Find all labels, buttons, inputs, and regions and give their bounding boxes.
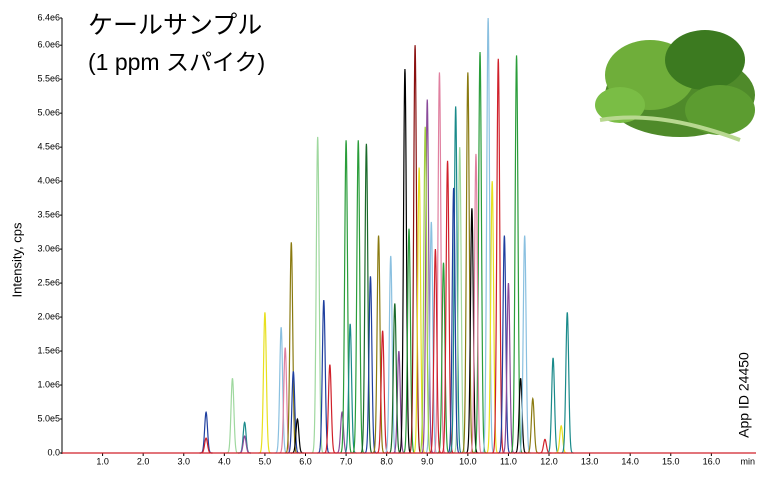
y-tick-label: 5.0e5 bbox=[37, 413, 60, 423]
peak bbox=[424, 221, 438, 454]
x-tick-label: 9.0 bbox=[421, 456, 434, 466]
x-tick-label: 10.0 bbox=[459, 456, 477, 466]
peak bbox=[199, 410, 213, 454]
peak bbox=[473, 51, 487, 454]
chart-title: ケールサンプル bbox=[88, 12, 262, 40]
peak bbox=[364, 276, 377, 454]
y-tick-label: 4.5e6 bbox=[37, 142, 60, 152]
x-tick-label: 11.0 bbox=[500, 456, 517, 466]
peak bbox=[428, 249, 442, 454]
peak bbox=[447, 187, 461, 454]
x-tick-label: 16.0 bbox=[703, 456, 721, 466]
peak bbox=[238, 421, 252, 454]
peak bbox=[497, 235, 511, 454]
peak bbox=[351, 140, 365, 454]
peak bbox=[372, 235, 385, 454]
x-tick-label: 15.0 bbox=[662, 456, 680, 466]
y-axis-label: Intensity, cps bbox=[9, 222, 24, 297]
peak bbox=[238, 435, 252, 454]
peak bbox=[311, 136, 325, 454]
peak bbox=[514, 378, 528, 454]
peak bbox=[274, 327, 288, 454]
x-tick-label: 13.0 bbox=[581, 456, 599, 466]
peak bbox=[560, 312, 574, 454]
x-tick-label: 2.0 bbox=[137, 456, 150, 466]
peak bbox=[317, 299, 331, 454]
peak bbox=[359, 143, 373, 454]
peak bbox=[376, 330, 390, 454]
y-tick-label: 3.0e6 bbox=[37, 243, 60, 253]
y-tick-label: 1.0e6 bbox=[37, 379, 60, 389]
chart-subtitle: (1 ppm スパイク) bbox=[88, 49, 265, 75]
peak bbox=[469, 153, 483, 454]
x-tick-label: 14.0 bbox=[621, 456, 639, 466]
x-tick-label: 5.0 bbox=[259, 456, 272, 466]
y-tick-label: 4.0e6 bbox=[37, 176, 60, 186]
y-tick-label: 0.0 bbox=[47, 447, 60, 457]
peak bbox=[502, 283, 515, 454]
peak bbox=[408, 45, 422, 454]
peak bbox=[384, 255, 398, 454]
peak bbox=[343, 323, 357, 454]
peak bbox=[226, 378, 239, 454]
y-tick-label: 2.0e6 bbox=[37, 311, 60, 321]
peak bbox=[465, 208, 479, 454]
y-tick-label: 2.5e6 bbox=[37, 277, 60, 287]
y-tick-label: 5.0e6 bbox=[37, 108, 60, 118]
peak bbox=[449, 106, 463, 454]
x-tick-label: 6.0 bbox=[299, 456, 312, 466]
x-axis-label: min bbox=[740, 456, 755, 466]
peak bbox=[258, 312, 272, 454]
peak bbox=[392, 350, 406, 454]
y-tick-label: 6.0e6 bbox=[37, 40, 60, 50]
peak bbox=[199, 437, 213, 454]
x-tick-label: 7.0 bbox=[340, 456, 353, 466]
y-tick-label: 6.4e6 bbox=[37, 12, 60, 22]
y-tick-label: 1.5e6 bbox=[37, 345, 60, 355]
peak bbox=[284, 242, 298, 454]
peak bbox=[546, 357, 560, 454]
peak bbox=[402, 228, 416, 454]
y-tick-label: 3.5e6 bbox=[37, 209, 60, 219]
peak bbox=[437, 262, 450, 454]
peak bbox=[418, 126, 432, 454]
x-tick-label: 3.0 bbox=[177, 456, 190, 466]
peak bbox=[339, 140, 353, 454]
peak bbox=[398, 68, 412, 454]
peak bbox=[491, 58, 505, 454]
x-tick-label: 8.0 bbox=[380, 456, 393, 466]
peak bbox=[485, 181, 499, 454]
annotation: App ID 24450 bbox=[736, 352, 752, 438]
peak bbox=[323, 364, 337, 454]
peak bbox=[291, 417, 304, 454]
y-tick-label: 5.5e6 bbox=[37, 74, 60, 84]
x-tick-label: 1.0 bbox=[96, 456, 109, 466]
peak bbox=[286, 371, 300, 454]
kale-image bbox=[595, 30, 755, 142]
peak bbox=[388, 303, 402, 454]
peak bbox=[481, 17, 495, 454]
x-tick-label: 12.0 bbox=[540, 456, 558, 466]
x-tick-label: 4.0 bbox=[218, 456, 231, 466]
